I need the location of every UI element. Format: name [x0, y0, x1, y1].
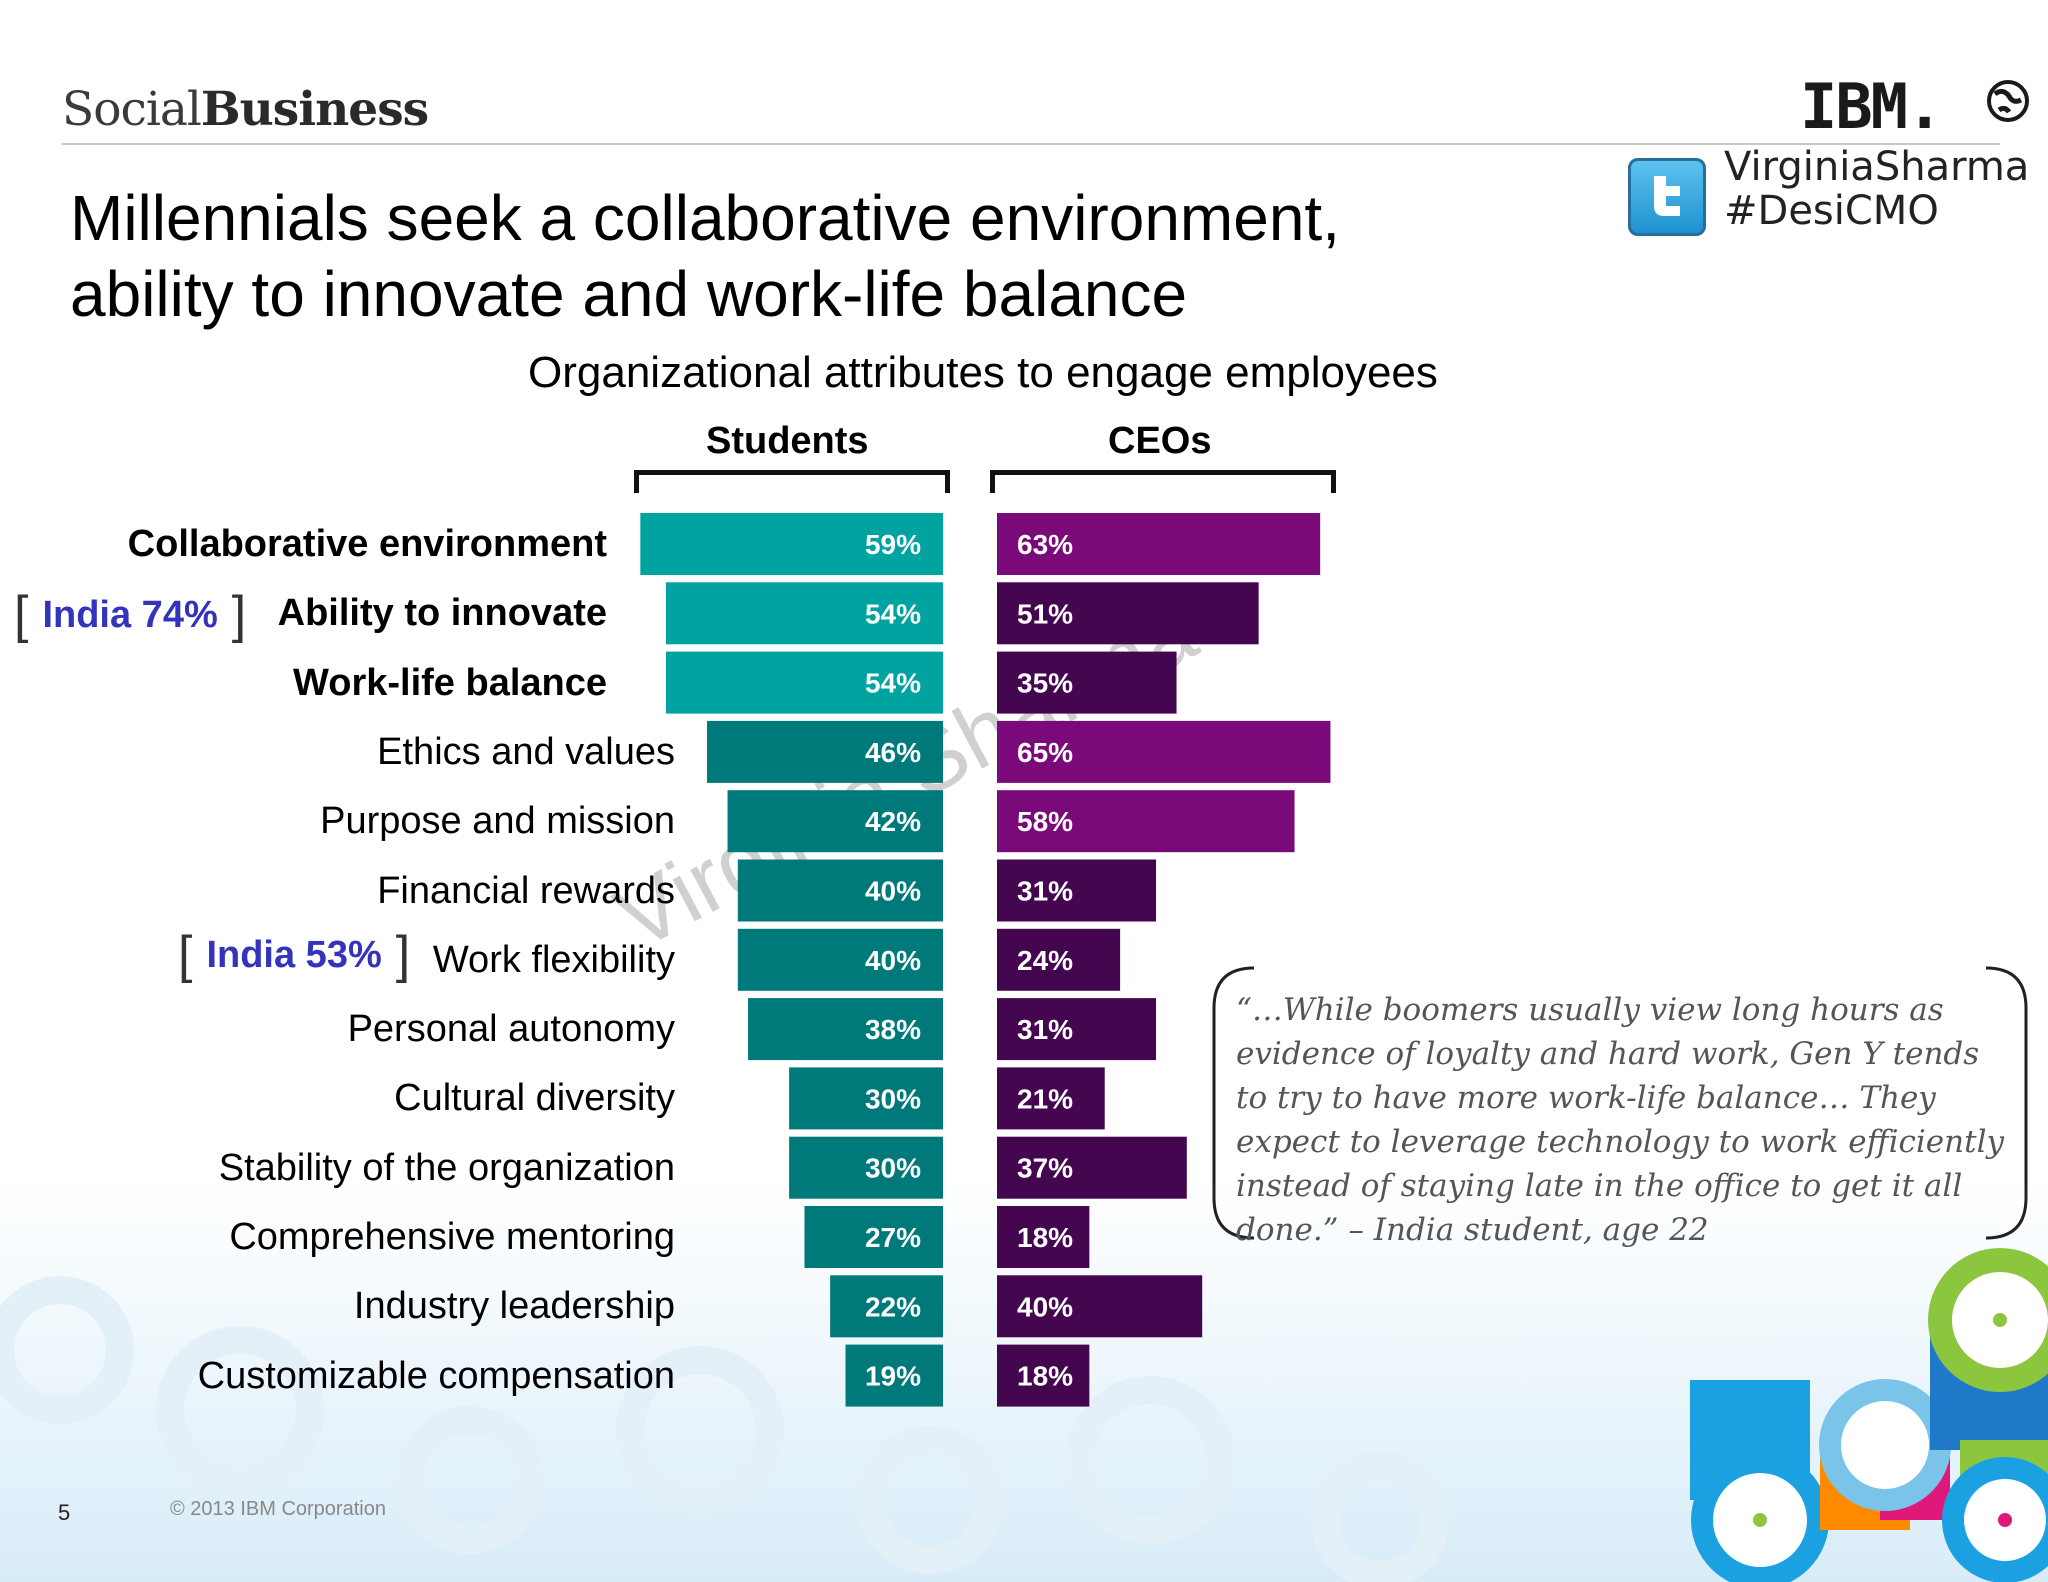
students-value-label: 54%: [865, 598, 921, 629]
students-value-label: 40%: [865, 876, 921, 907]
ceos-value-label: 40%: [1017, 1291, 1073, 1322]
students-bar: [665, 582, 943, 645]
bracket-left: [: [178, 926, 193, 984]
students-value-label: 27%: [865, 1222, 921, 1253]
ceos-value-label: 18%: [1017, 1222, 1073, 1253]
category-label: Customizable compensation: [197, 1354, 675, 1397]
ceos-bar: [997, 1136, 1187, 1199]
students-bar: [727, 790, 943, 853]
globe-icon: [1987, 80, 2029, 122]
students-value-label: 46%: [865, 737, 921, 768]
ceos-bar: [997, 998, 1157, 1061]
students-value-label: 30%: [865, 1153, 921, 1184]
category-labels: Collaborative environment Ability to inno…: [0, 0, 676, 1582]
students-bar: [804, 1206, 943, 1268]
bracket-right: ]: [395, 926, 411, 984]
students-value-label: 59%: [865, 529, 921, 560]
ceos-bracket: [990, 470, 1336, 493]
students-bar: [789, 1067, 943, 1130]
category-label: Comprehensive mentoring: [229, 1216, 675, 1258]
ceos-bar: [997, 1344, 1090, 1407]
students-value-label: 19%: [865, 1361, 921, 1392]
category-label: Work flexibility: [432, 938, 675, 981]
students-bar: [737, 928, 943, 991]
students-bar: [789, 1136, 943, 1199]
students-value-label: 54%: [865, 668, 921, 699]
category-label: Purpose and mission: [320, 800, 675, 843]
ceos-bar: [997, 928, 1121, 991]
slide-title: Millennials seek a collaborative environ…: [70, 182, 1340, 330]
ceos-value-label: 35%: [1017, 668, 1073, 699]
students-bar: [640, 513, 943, 575]
category-label: Ethics and values: [377, 730, 675, 773]
ceos-column-label: CEOs: [1108, 420, 1212, 462]
ceos-value-label: 24%: [1017, 945, 1073, 976]
students-bar: [665, 651, 943, 714]
india-annotation: [ India 74%]: [14, 585, 246, 645]
twitter-handle[interactable]: VirginiaSharma #DesiCMO: [1724, 144, 2030, 234]
ceos-bar: [997, 513, 1321, 575]
category-label: Stability of the organization: [218, 1146, 675, 1189]
students-value-label: 22%: [865, 1291, 921, 1322]
ceos-value-label: 31%: [1017, 1014, 1073, 1045]
ibm-logo: IBM.: [1800, 70, 1943, 143]
twitter-icon[interactable]: [1628, 158, 1706, 236]
page-number: 5: [58, 1500, 71, 1525]
ceos-value-label: 58%: [1017, 806, 1073, 837]
bracket-left: [: [14, 586, 29, 644]
category-label: Cultural diversity: [394, 1077, 675, 1120]
ceos-value-label: 21%: [1017, 1083, 1073, 1114]
ceos-bar: [997, 790, 1295, 853]
quote-brackets: [1212, 966, 2028, 1240]
category-label: Personal autonomy: [347, 1008, 675, 1051]
student-quote: “…While boomers usually view long hours …: [1236, 992, 2005, 1248]
category-label: Industry leadership: [353, 1285, 675, 1328]
chart-title: Organizational attributes to engage empl…: [528, 348, 1438, 397]
india-value: India 74%: [42, 593, 218, 636]
students-bar: [845, 1344, 943, 1407]
ceos-value-label: 31%: [1017, 876, 1073, 907]
category-label: Financial rewards: [377, 869, 675, 912]
ceos-bar: [997, 1275, 1203, 1338]
students-value-label: 30%: [865, 1083, 921, 1114]
students-bracket: [634, 470, 950, 493]
brand-wordmark: SocialBusiness: [62, 82, 429, 137]
ceos-value-label: 18%: [1017, 1361, 1073, 1392]
students-bar: [737, 859, 943, 922]
category-label: Ability to innovate: [277, 592, 607, 635]
header-divider: [62, 143, 2000, 145]
students-bar: [748, 998, 943, 1061]
bracket-right: ]: [231, 586, 247, 644]
ceos-bar: [997, 859, 1157, 922]
ceos-bar: [997, 1067, 1105, 1130]
ceos-bar: [997, 651, 1177, 714]
ceos-bar: [997, 720, 1331, 783]
ceos-value-label: 65%: [1017, 737, 1073, 768]
copyright: © 2013 IBM Corporation: [170, 1498, 386, 1520]
category-label: Work-life balance: [293, 661, 607, 704]
ceos-value-label: 63%: [1017, 529, 1073, 560]
students-column-label: Students: [706, 420, 869, 462]
category-label: Collaborative environment: [127, 523, 607, 565]
ceos-value-label: 51%: [1017, 598, 1073, 629]
ceos-value-label: 37%: [1017, 1153, 1073, 1184]
students-value-label: 40%: [865, 945, 921, 976]
students-value-label: 42%: [865, 806, 921, 837]
india-value: India 53%: [206, 933, 382, 976]
students-bar: [830, 1275, 943, 1338]
students-value-label: 38%: [865, 1014, 921, 1045]
india-annotation: [ India 53%]: [178, 925, 410, 985]
ceos-bar: [997, 582, 1259, 645]
students-bar: [707, 720, 943, 783]
ceos-bar: [997, 1206, 1090, 1268]
